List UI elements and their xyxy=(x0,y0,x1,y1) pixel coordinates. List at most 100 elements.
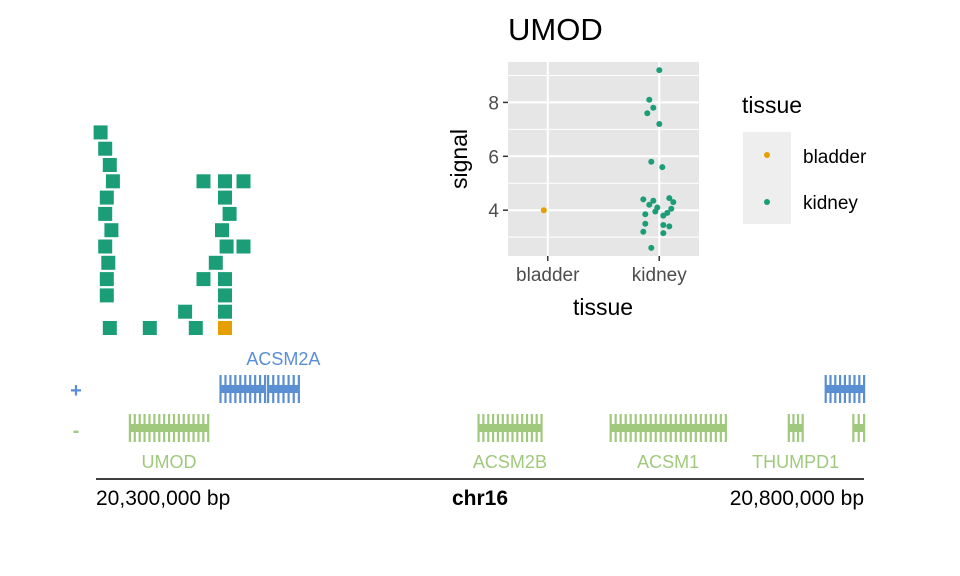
inset-point-kidney xyxy=(644,110,651,117)
gene-exon xyxy=(292,375,295,403)
inset-ytick-label: 8 xyxy=(488,93,499,114)
overview-square xyxy=(93,125,108,140)
inset-point-kidney xyxy=(650,104,657,111)
gene-exon xyxy=(843,375,846,403)
legend-key-kidney xyxy=(764,199,770,205)
gene-label: ACSM1 xyxy=(637,452,699,472)
gene-unlabeled xyxy=(824,375,866,403)
gene-exon xyxy=(192,414,195,442)
gene-exon xyxy=(182,414,185,442)
gene-exon xyxy=(669,414,672,442)
gene-exon xyxy=(263,375,267,403)
gene-exon xyxy=(540,414,543,442)
gene-exon xyxy=(629,414,632,442)
gene-exon xyxy=(619,414,622,442)
gene-exon xyxy=(829,375,832,403)
gene-exon xyxy=(694,414,697,442)
gene-exon xyxy=(516,414,519,442)
gene-exon xyxy=(138,414,141,442)
gene-exon xyxy=(853,375,856,403)
gene-exon xyxy=(272,375,275,403)
gene-exon xyxy=(267,375,270,403)
gene-exon xyxy=(491,414,495,442)
inset-point-kidney xyxy=(642,211,649,218)
gene-exon xyxy=(787,414,790,442)
gene-exon xyxy=(614,414,617,442)
overview-square xyxy=(98,239,113,254)
gene-exon xyxy=(259,375,262,403)
overview-square xyxy=(218,321,232,335)
gene-exon xyxy=(801,414,804,442)
gene-exon xyxy=(202,414,205,442)
overview-square xyxy=(196,272,211,287)
gene-exon xyxy=(207,414,210,442)
axis-center-label: chr16 xyxy=(452,487,508,510)
gene-exon xyxy=(644,414,647,442)
inset-grid xyxy=(508,62,699,256)
inset-xlabel: tissue xyxy=(573,294,633,320)
gene-label: UMOD xyxy=(141,452,196,472)
gene-exon xyxy=(624,414,627,442)
gene-exon xyxy=(639,414,642,442)
gene-exon xyxy=(674,414,677,442)
inset-point-kidney xyxy=(650,197,657,204)
gene-exon xyxy=(714,414,717,442)
gene-exon xyxy=(297,375,300,403)
gene-tracks: + - ACSM2A UMOD ACSM2B ACSM1 THUMPD1 xyxy=(70,349,866,472)
inset-point-kidney xyxy=(648,158,655,165)
gene-body xyxy=(788,424,803,432)
overview-square xyxy=(218,190,232,205)
gene-exon xyxy=(287,375,290,403)
overview-square xyxy=(208,255,223,270)
overview-square xyxy=(99,190,114,205)
gene-exon xyxy=(167,414,171,442)
gene-exon xyxy=(699,414,702,442)
gene-exon xyxy=(219,375,222,403)
strand-minus-label: - xyxy=(73,420,80,442)
overview-square xyxy=(236,239,251,254)
gene-exon xyxy=(197,414,200,442)
inset-point-kidney xyxy=(640,196,647,203)
inset-x-ticks: bladder kidney xyxy=(516,256,687,286)
inset-title: UMOD xyxy=(508,12,603,47)
gene-exon xyxy=(187,414,190,442)
inset-point-kidney xyxy=(670,199,677,206)
overview-square xyxy=(105,174,120,189)
gene-exon xyxy=(133,414,136,442)
gene-exon xyxy=(282,375,285,403)
inset-point-kidney xyxy=(648,244,655,251)
overview-square xyxy=(188,321,203,335)
gene-exon xyxy=(792,414,795,442)
overview-square xyxy=(98,206,113,221)
overview-square xyxy=(218,288,232,303)
gene-exon xyxy=(654,414,657,442)
gene-exon xyxy=(234,375,237,403)
inset-point-kidney xyxy=(656,67,663,74)
inset-point-kidney xyxy=(666,195,673,202)
inset-xtick-label: kidney xyxy=(632,265,687,286)
gene-label: ACSM2B xyxy=(473,452,547,472)
gene-exon xyxy=(249,375,252,403)
inset-point-kidney xyxy=(660,222,667,228)
overview-square xyxy=(99,272,114,287)
gene-exon xyxy=(857,414,860,442)
overview-square xyxy=(104,223,119,238)
gene-exon xyxy=(239,375,242,403)
overview-square xyxy=(102,321,117,335)
legend-key-bladder xyxy=(764,152,770,158)
overview-square xyxy=(218,174,232,189)
gene-exon xyxy=(796,414,800,442)
overview-square xyxy=(215,223,229,238)
gene-exon xyxy=(148,414,151,442)
inset-point-kidney xyxy=(640,228,647,235)
gene-exon xyxy=(649,414,652,442)
gene-exon xyxy=(128,414,131,442)
gene-acsm1: ACSM1 xyxy=(609,414,727,472)
gene-exon xyxy=(530,414,533,442)
gene-exon xyxy=(163,414,166,442)
overview-square xyxy=(102,158,117,172)
gene-exon xyxy=(689,414,692,442)
overview-square xyxy=(196,174,211,189)
overview-square xyxy=(218,272,232,287)
gene-body xyxy=(478,424,542,432)
